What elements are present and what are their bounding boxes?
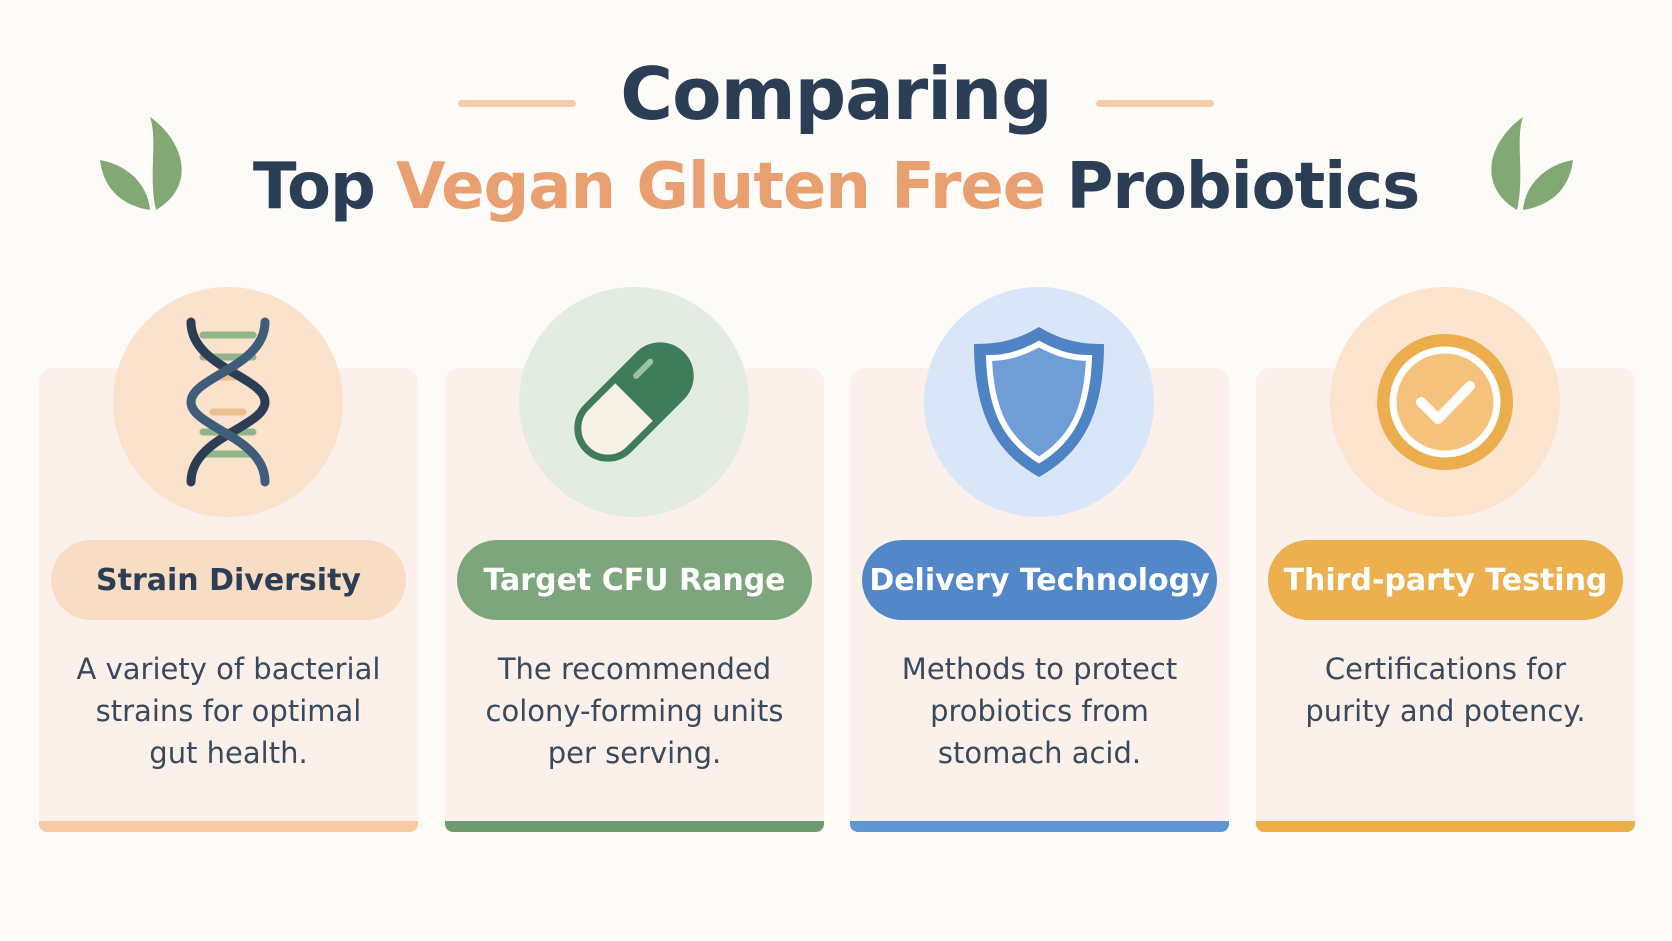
title-start: Top (252, 150, 376, 224)
title-line-2: Top Vegan Gluten Free Probiotics (0, 150, 1672, 224)
card-description: Methods to protect probiotics from stoma… (901, 652, 1178, 770)
card-title: Third-party Testing (1268, 540, 1623, 620)
card: Third-party Testing Certifications for p… (1256, 287, 1635, 832)
card-description: The recommended colony-forming units per… (485, 652, 784, 770)
card: Strain Diversity A variety of bacterial … (39, 287, 418, 832)
leaf-decoration (1491, 117, 1573, 210)
card-description: Certifications for purity and potency. (1305, 652, 1586, 728)
capsule-icon (574, 342, 694, 462)
card-bar (850, 821, 1229, 832)
icon-circle (113, 287, 343, 517)
title-dash (458, 100, 576, 107)
card: Delivery Technology Methods to protect p… (850, 287, 1229, 832)
title-line-1: Comparing (620, 52, 1052, 136)
card-bar (445, 821, 824, 832)
icon-circle (1330, 287, 1560, 517)
card-title: Delivery Technology (862, 540, 1217, 620)
card-title: Target CFU Range (457, 540, 812, 620)
title-dash (1096, 100, 1214, 107)
dna-icon (186, 317, 270, 487)
card-title: Strain Diversity (51, 540, 406, 620)
icon-circle (924, 287, 1154, 517)
check-icon (1377, 334, 1513, 470)
card-bar (39, 821, 418, 832)
card-description: A variety of bacterial strains for optim… (76, 652, 381, 770)
title-highlight: Vegan Gluten Free (396, 150, 1046, 224)
icon-circle (519, 287, 749, 517)
leaf-decoration (100, 117, 182, 210)
title-end: Probiotics (1066, 150, 1420, 224)
shield-icon (974, 327, 1104, 477)
card: Target CFU Range The recommended colony-… (445, 287, 824, 832)
card-bar (1256, 821, 1635, 832)
